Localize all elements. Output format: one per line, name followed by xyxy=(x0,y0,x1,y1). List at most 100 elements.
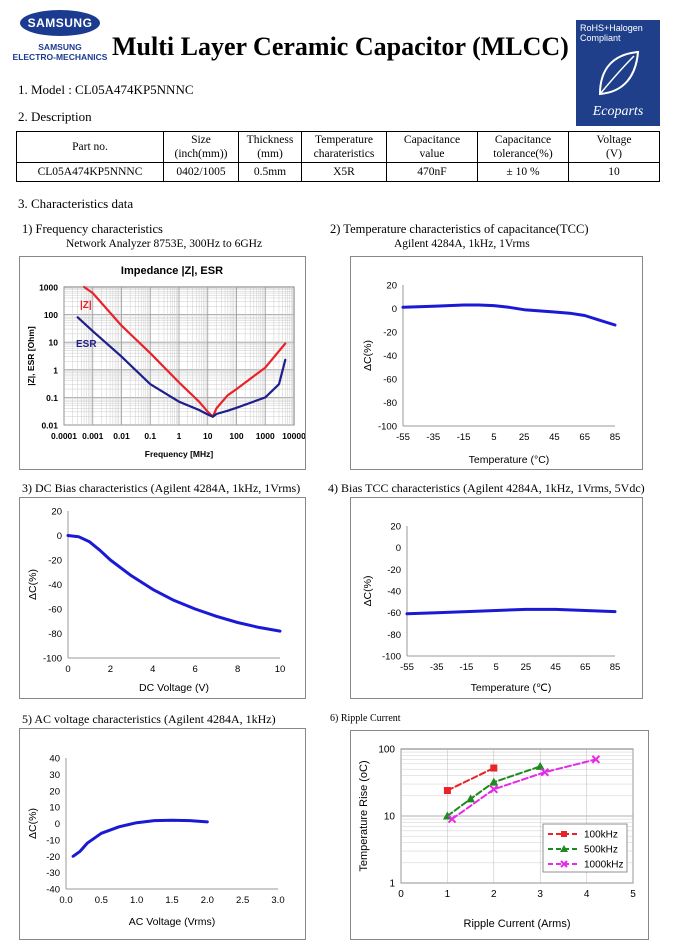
x-tick-label: -55 xyxy=(396,432,410,443)
y-axis-label: ΔC(%) xyxy=(27,569,39,600)
x-tick-label: 45 xyxy=(549,432,560,443)
x-axis-label: Frequency [MHz] xyxy=(145,449,214,459)
y-tick-label: -80 xyxy=(387,630,401,641)
x-tick-label: 0 xyxy=(65,664,70,675)
x-axis-label: DC Voltage (V) xyxy=(139,682,209,694)
y-tick-label: -40 xyxy=(387,587,401,598)
x-tick-label: 0 xyxy=(398,889,404,900)
x-tick-label: 3 xyxy=(537,889,543,900)
chart1-panel: Impedance |Z|, ESR 1000 100 10 1 0.1 0.01 0.000… xyxy=(19,256,306,470)
chart2-subcaption: Agilent 4284A, 1kHz, 1Vrms xyxy=(394,238,530,250)
x-axis-label: Temperature (℃) xyxy=(471,682,552,694)
y-tick-label: -20 xyxy=(387,565,401,576)
x-tick-label: 0.0001 xyxy=(51,431,77,441)
series-line-z xyxy=(82,285,287,418)
legend-marker xyxy=(561,831,567,837)
x-tick-label: 65 xyxy=(580,662,591,673)
x-tick-label: 2 xyxy=(108,664,113,675)
series-line-data xyxy=(66,534,282,633)
x-tick-label: 5 xyxy=(491,432,496,443)
x-tick-label: 2.5 xyxy=(236,895,249,906)
y-tick-label: -40 xyxy=(46,885,60,896)
chart6-caption: 6) Ripple Current xyxy=(330,713,401,724)
x-tick-label: 0.0 xyxy=(59,895,72,906)
chart6-panel: 100 10 1 0 1 2 3 4 5 Ripple Current (Arms) Tempera… xyxy=(350,730,649,940)
samsung-logo-oval: SAMSUNG xyxy=(20,10,100,36)
y-tick-label: 0 xyxy=(57,531,62,542)
x-tick-label: 2.0 xyxy=(201,895,214,906)
y-tick-label: 0.1 xyxy=(46,393,58,403)
x-tick-label: 25 xyxy=(521,662,532,673)
y-tick-label: 0 xyxy=(55,819,60,830)
data-point xyxy=(490,764,498,772)
x-tick-label: 85 xyxy=(610,432,621,443)
x-tick-label: 2 xyxy=(491,889,497,900)
x-tick-label: 0.01 xyxy=(113,431,130,441)
y-axis-label: |Z|, ESR [Ohm] xyxy=(26,326,36,386)
cell-thickness: 0.5mm xyxy=(238,162,302,182)
y-axis-label: Temperature Rise (oC) xyxy=(358,760,370,871)
ecoparts-text: Ecoparts xyxy=(592,104,644,119)
leaf-icon xyxy=(598,50,640,96)
document-title: Multi Layer Ceramic Capacitor (MLCC) xyxy=(112,32,569,61)
y-tick-label: 0 xyxy=(396,543,401,554)
y-tick-label: -30 xyxy=(46,868,60,879)
data-point xyxy=(489,785,499,794)
x-tick-label: 5 xyxy=(630,889,636,900)
x-tick-label: 4 xyxy=(150,664,155,675)
x-tick-label: 6 xyxy=(193,664,198,675)
x-tick-label: 1 xyxy=(445,889,451,900)
brand-line-1: SAMSUNG xyxy=(38,42,82,52)
data-point xyxy=(447,814,457,824)
y-tick-label: 0 xyxy=(392,304,397,315)
y-tick-label: -60 xyxy=(48,605,62,616)
chart1-caption: 1) Frequency characteristics xyxy=(22,222,163,236)
y-tick-label: -80 xyxy=(48,629,62,640)
cell-part-no: CL05A474KP5NNNC xyxy=(16,162,164,182)
data-point xyxy=(443,787,451,795)
x-tick-label: -15 xyxy=(460,662,474,673)
x-tick-label: 4 xyxy=(584,889,590,900)
series-line-esr xyxy=(76,316,287,418)
y-tick-label: -80 xyxy=(383,398,397,409)
x-tick-label: 5 xyxy=(493,662,498,673)
esr-series-label: ESR xyxy=(76,339,97,350)
data-point xyxy=(591,755,601,764)
y-tick-label: 100 xyxy=(378,745,395,756)
x-tick-label: -35 xyxy=(430,662,444,673)
y-tick-label: 30 xyxy=(49,770,60,781)
col-temperature: Temperature charateristics xyxy=(301,131,387,163)
cell-temperature: X5R xyxy=(301,162,387,182)
x-tick-label: 25 xyxy=(519,432,530,443)
x-tick-label: -15 xyxy=(457,432,471,443)
col-part-no: Part no. xyxy=(16,131,164,163)
ac-voltage-chart: 40 30 20 10 0 -10 -20 -30 -400.0 0.5 1.0 1.5 2.0 2.5 3… xyxy=(27,754,285,929)
y-tick-label: 20 xyxy=(390,522,401,533)
legend-marker xyxy=(560,860,568,868)
x-tick-label: 1.0 xyxy=(130,895,143,906)
chart5-caption: 5) AC voltage characteristics (Agilent 4… xyxy=(22,712,276,726)
description-table: Part no. Size (inch(mm)) Thickness (mm) Te… xyxy=(16,131,660,182)
x-tick-label: 10 xyxy=(203,431,213,441)
x-tick-label: 0.1 xyxy=(144,431,156,441)
chart2-panel: 20 0 -20 -40 -60 -80 -100 -55 -35 -15 5 25 45 65 85 Tem… xyxy=(350,256,643,470)
tcc-chart: 20 0 -20 -40 -60 -80 -100-55 -35 -15 5 25 45 65 85 Tem… xyxy=(362,281,621,467)
y-tick-label: -10 xyxy=(46,835,60,846)
chart2-caption: 2) Temperature characteristics of capaci… xyxy=(330,222,589,236)
x-tick-label: 65 xyxy=(579,432,590,443)
x-axis-label: AC Voltage (Vrms) xyxy=(129,916,216,928)
y-tick-label: -20 xyxy=(383,328,397,339)
x-axis-label: Temperature (°C) xyxy=(469,454,550,466)
x-tick-label: 45 xyxy=(550,662,561,673)
x-tick-label: 0.001 xyxy=(82,431,104,441)
chart3-caption: 3) DC Bias characteristics (Agilent 4284… xyxy=(22,481,301,495)
series-line-data xyxy=(401,303,617,327)
x-tick-label: 100 xyxy=(229,431,243,441)
y-tick-label: -40 xyxy=(48,580,62,591)
y-tick-label: 10 xyxy=(49,803,60,814)
impedance-chart: Impedance |Z|, ESR10001001010.10.010.000… xyxy=(26,265,306,459)
x-tick-label: 10000 xyxy=(282,431,305,441)
col-thickness: Thickness (mm) xyxy=(238,131,302,163)
chart4-panel: 20 0 -20 -40 -60 -80 -100 -55 -35 -15 5 25 45 65 85 Tem… xyxy=(350,497,643,699)
